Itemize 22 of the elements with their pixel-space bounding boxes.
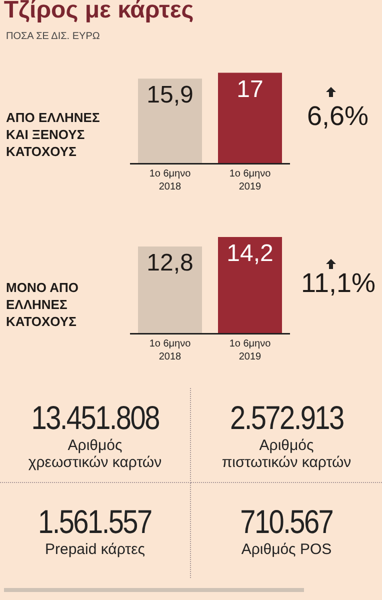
- x-tick-label: 1ο 6μηνο 2018: [149, 338, 192, 362]
- text: 13.451.808: [31, 398, 159, 437]
- text: 11,1%: [301, 268, 376, 298]
- data-label: 15,9: [146, 82, 194, 109]
- chart-title: Τζίρος με κάρτες: [4, 0, 194, 24]
- chart-subtitle: ΠΟΣΑ ΣΕ ΔΙΣ. ΕΥΡΩ: [6, 31, 100, 42]
- text: Prepaid κάρτες: [44, 540, 146, 558]
- text: 2.572.913: [230, 398, 344, 437]
- text: 1.561.557: [38, 502, 152, 541]
- x-tick-label: 1ο 6μηνο 2019: [229, 338, 272, 362]
- data-label: 12,8: [146, 250, 194, 277]
- text: 6,6%: [307, 101, 369, 131]
- text: ΜΟΝΟ ΑΠΟ ΕΛΛΗΝΕΣ ΚΑΤΟΧΟΥΣ: [6, 280, 78, 329]
- x-tick-label: 1ο 6μηνο 2019: [229, 168, 272, 192]
- text: Αριθμός POS: [241, 540, 332, 558]
- text: Αριθμός χρεωστικών καρτών: [28, 436, 162, 472]
- text: 710.567: [240, 502, 333, 541]
- data-label: 14,2: [226, 240, 274, 268]
- data-label: 17: [236, 76, 264, 103]
- x-tick-label: 1ο 6μηνο 2018: [149, 168, 192, 192]
- text: ΑΠΟ ΕΛΛΗΝΕΣ ΚΑΙ ΞΕΝΟΥΣ ΚΑΤΟΧΟΥΣ: [6, 110, 100, 159]
- text: Αριθμός πιστωτικών καρτών: [222, 436, 352, 472]
